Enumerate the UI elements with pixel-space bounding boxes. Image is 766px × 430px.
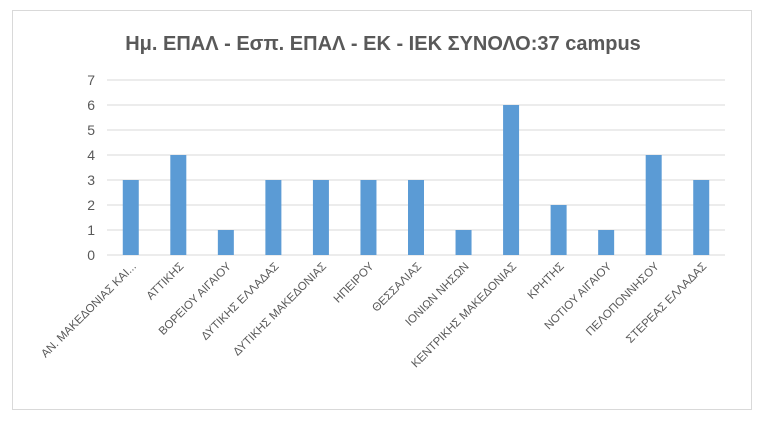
x-tick-label: ΗΠΕΙΡΟΥ [332, 260, 377, 305]
y-tick-label: 2 [87, 197, 95, 213]
y-tick-label: 7 [87, 72, 95, 88]
y-tick-label: 5 [87, 122, 95, 138]
bar [265, 180, 282, 255]
bar [122, 180, 139, 255]
y-tick-label: 4 [87, 147, 95, 163]
x-tick-label: ΔΥΤΙΚΗΣ ΕΛΛΑΔΑΣ [199, 261, 281, 343]
bar [550, 205, 567, 255]
bar [217, 230, 234, 255]
chart-title: Ημ. ΕΠΑΛ - Εσπ. ΕΠΑΛ - ΕΚ - ΙΕΚ ΣΥΝΟΛΟ:3… [125, 33, 641, 55]
bar [455, 230, 472, 255]
x-tick-label: ΑΝ. ΜΑΚΕΔΟΝΙΑΣ ΚΑΙ... [39, 261, 139, 361]
y-tick-label: 0 [87, 247, 95, 263]
y-tick-label: 1 [87, 222, 95, 238]
bar [170, 155, 187, 255]
x-tick-label: ΚΕΝΤΡΙΚΗΣ ΜΑΚΕΔΟΝΙΑΣ [410, 261, 520, 371]
bar [598, 230, 615, 255]
bar [693, 180, 710, 255]
bar [503, 105, 520, 255]
bar [312, 180, 329, 255]
x-tick-label: ΑΤΤΙΚΗΣ [145, 261, 187, 303]
y-tick-label: 6 [87, 97, 95, 113]
y-tick-label: 3 [87, 172, 95, 188]
bar [360, 180, 377, 255]
bar [408, 180, 424, 255]
x-tick-label: ΔΥΤΙΚΗΣ ΜΑΚΕΔΟΝΙΑΣ [231, 261, 329, 359]
bar [645, 155, 662, 255]
x-tick-label: ΣΤΕΡΕΑΣ ΕΛΛΑΔΑΣ [624, 261, 709, 346]
x-tick-label: ΚΡΗΤΗΣ [526, 261, 567, 302]
